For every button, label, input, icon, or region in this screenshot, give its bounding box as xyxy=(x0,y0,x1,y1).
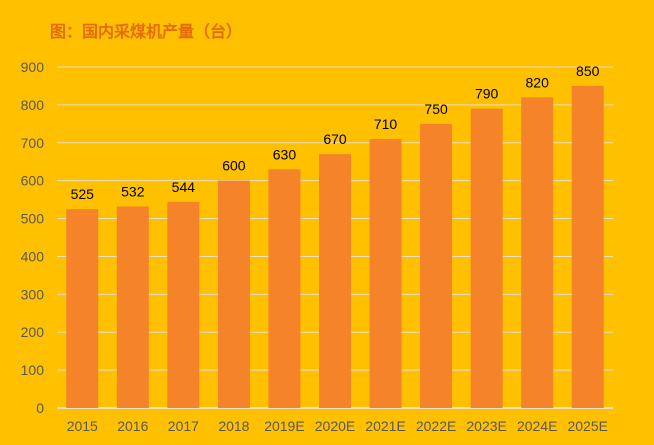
x-tick-label: 2020E xyxy=(315,418,355,434)
y-tick-label: 700 xyxy=(21,135,45,151)
x-tick-label: 2017 xyxy=(168,418,199,434)
y-tick-label: 0 xyxy=(36,400,44,416)
x-tick-label: 2016 xyxy=(117,418,148,434)
y-tick-label: 400 xyxy=(21,248,45,264)
bar xyxy=(420,123,453,408)
data-label: 525 xyxy=(71,186,95,202)
x-tick-label: 2023E xyxy=(466,418,506,434)
data-label: 630 xyxy=(273,146,297,162)
bar xyxy=(369,138,402,408)
y-tick-label: 200 xyxy=(21,324,45,340)
x-tick-label: 2022E xyxy=(416,418,456,434)
y-tick-label: 600 xyxy=(21,173,45,189)
x-tick-label: 2018 xyxy=(218,418,249,434)
data-label: 820 xyxy=(526,74,550,90)
data-label: 544 xyxy=(172,179,196,195)
x-tick-label: 2015 xyxy=(67,418,98,434)
data-label: 710 xyxy=(374,116,398,132)
data-label: 750 xyxy=(424,101,448,117)
y-tick-label: 100 xyxy=(21,362,45,378)
bar xyxy=(470,108,503,408)
bar xyxy=(167,201,200,408)
bar xyxy=(319,154,351,408)
bar xyxy=(268,169,301,408)
y-tick-label: 300 xyxy=(21,286,45,302)
data-label: 790 xyxy=(475,86,499,102)
y-tick-label: 500 xyxy=(21,211,45,227)
x-tick-label: 2021E xyxy=(365,418,405,434)
x-tick-label: 2024E xyxy=(517,418,557,434)
y-tick-label: 800 xyxy=(21,97,45,113)
chart-title: 图：国内采煤机产量（台） xyxy=(50,22,243,41)
bar xyxy=(521,97,554,409)
data-label: 600 xyxy=(222,158,246,174)
x-tick-label: 2025E xyxy=(567,418,607,434)
y-tick-label: 900 xyxy=(21,59,45,75)
bar xyxy=(116,206,149,408)
data-label: 670 xyxy=(323,131,347,147)
data-label: 532 xyxy=(121,183,145,199)
bar xyxy=(217,180,250,408)
bar xyxy=(66,209,99,408)
bar xyxy=(571,85,604,408)
x-tick-label: 2019E xyxy=(264,418,304,434)
data-label: 850 xyxy=(576,63,600,79)
